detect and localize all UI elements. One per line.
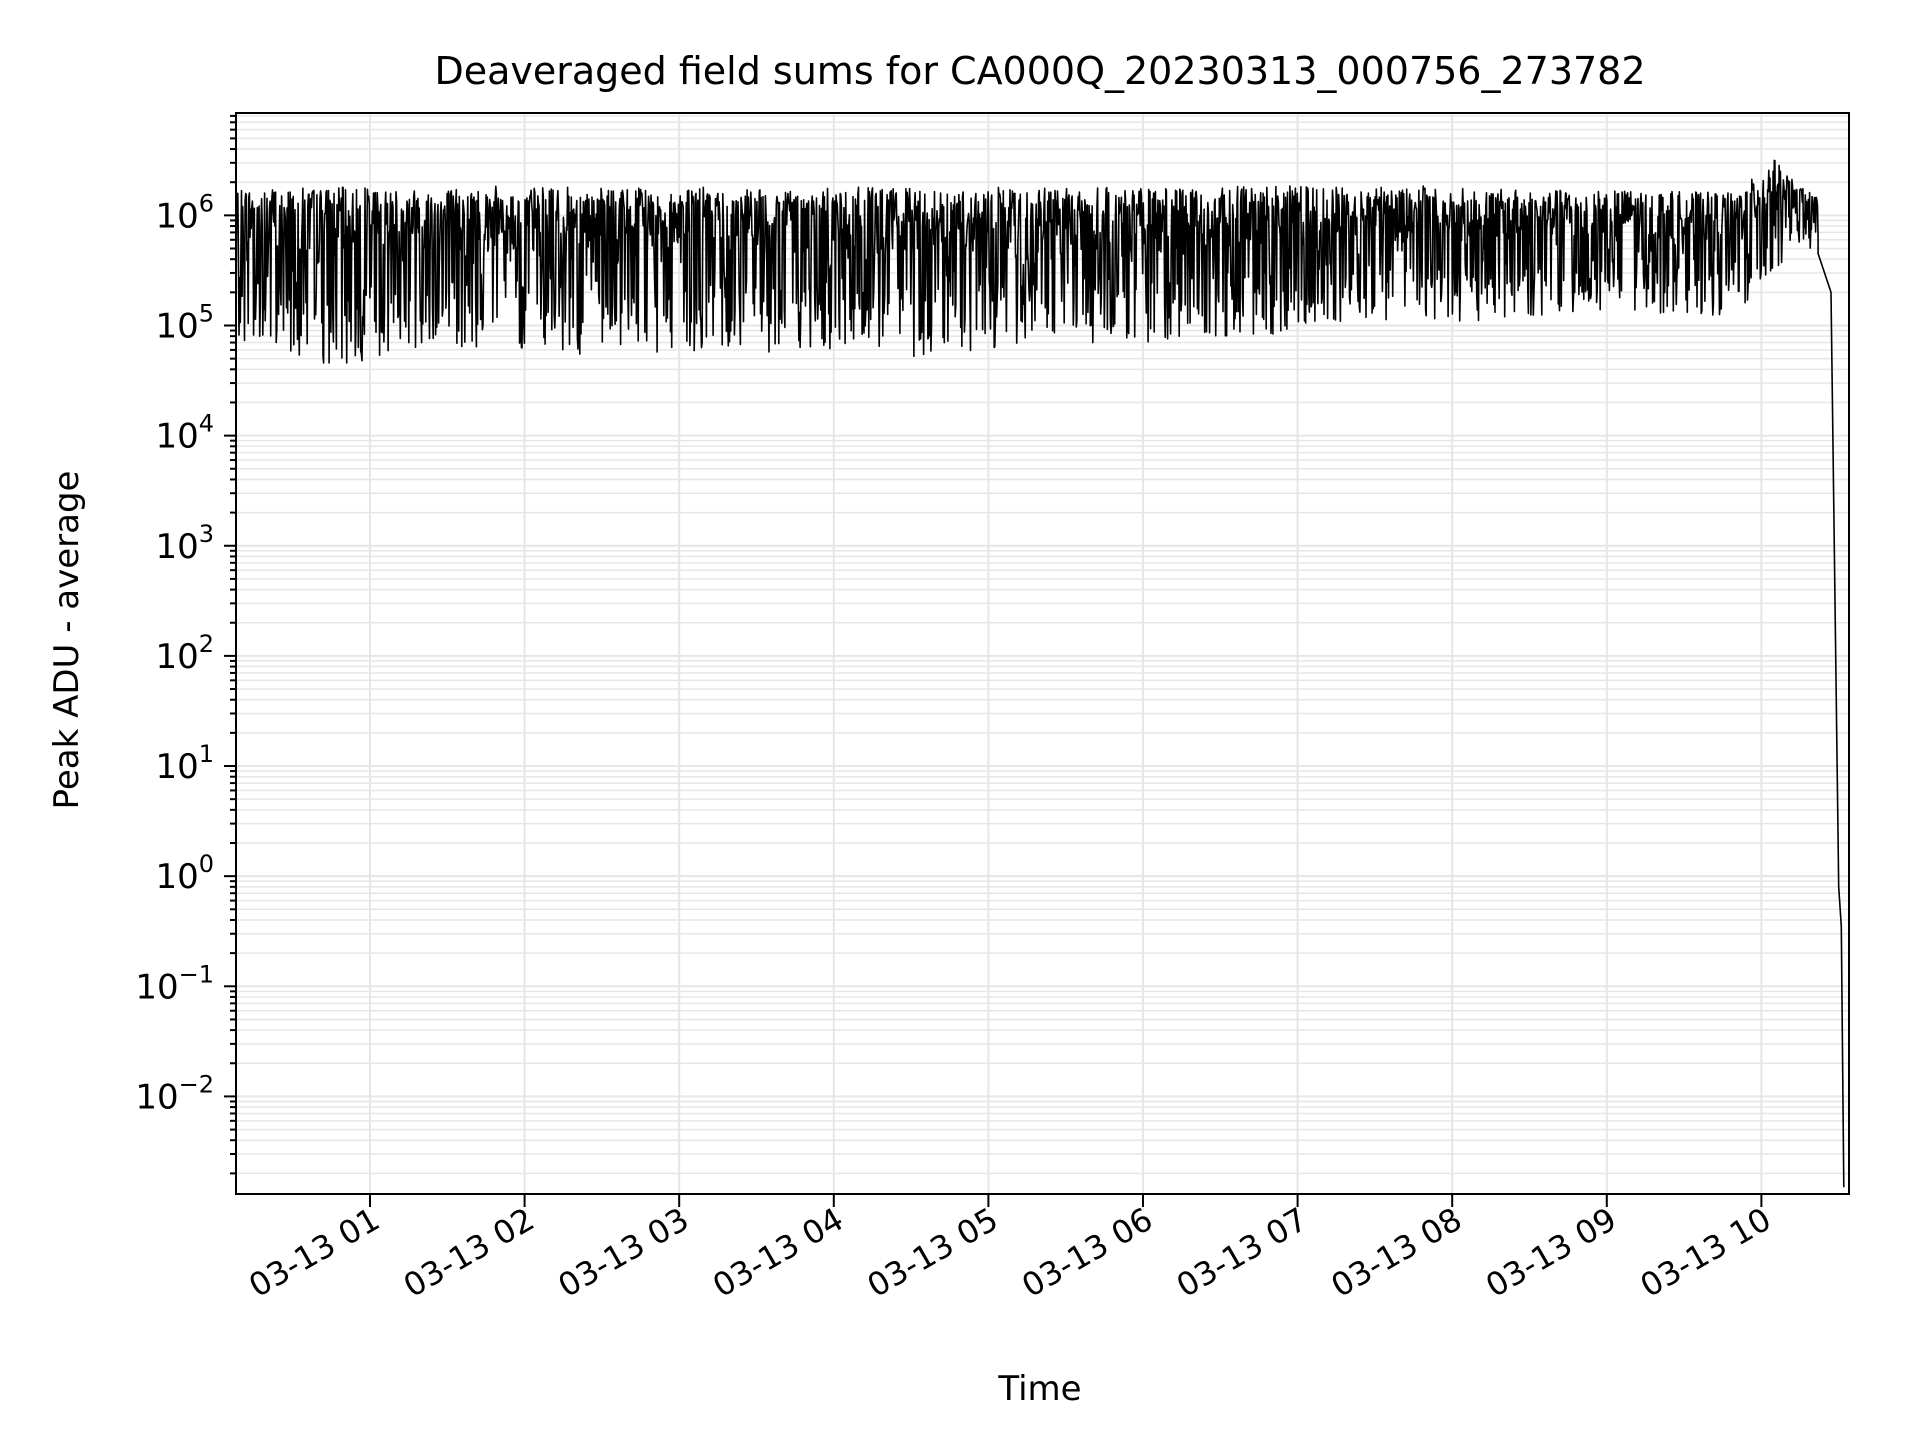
data-series (235, 159, 1845, 1188)
x-tick-label: 03-13 05 (861, 1200, 1005, 1305)
y-tick-label: 10−1 (135, 960, 214, 1007)
y-tick-label: 100 (155, 850, 214, 897)
y-axis-label: Peak ADU - average (47, 471, 87, 810)
x-tick-label: 03-13 02 (397, 1200, 541, 1305)
x-tick-label: 03-13 04 (706, 1200, 850, 1305)
x-axis: 03-13 01 03-13 02 03-13 03 03-13 04 03-13 05… (242, 1194, 1777, 1305)
x-tick-label: 03-13 10 (1634, 1200, 1778, 1305)
x-tick-label: 03-13 07 (1170, 1200, 1314, 1305)
y-tick-label: 105 (155, 299, 214, 346)
y-tick-label: 102 (155, 630, 214, 677)
y-axis: 10−2 10−1 100 101 102 103 104 105 106 (135, 114, 236, 1175)
x-axis-label: Time (997, 1369, 1081, 1409)
y-tick-label: 106 (155, 189, 214, 236)
x-tick-label: 03-13 06 (1015, 1200, 1159, 1305)
y-tick-label: 104 (155, 410, 214, 457)
y-tick-label: 101 (155, 740, 214, 787)
y-tick-label: 10−2 (135, 1070, 214, 1117)
x-tick-label: 03-13 08 (1325, 1200, 1469, 1305)
plot-frame (235, 112, 1850, 1195)
y-tick-label: 103 (155, 520, 214, 567)
x-tick-label: 03-13 09 (1479, 1200, 1623, 1305)
x-tick-label: 03-13 01 (242, 1200, 386, 1305)
x-tick-label: 03-13 03 (552, 1200, 696, 1305)
series-line (235, 159, 1845, 1188)
chart-title: Deaveraged field sums for CA000Q_2023031… (434, 49, 1645, 93)
